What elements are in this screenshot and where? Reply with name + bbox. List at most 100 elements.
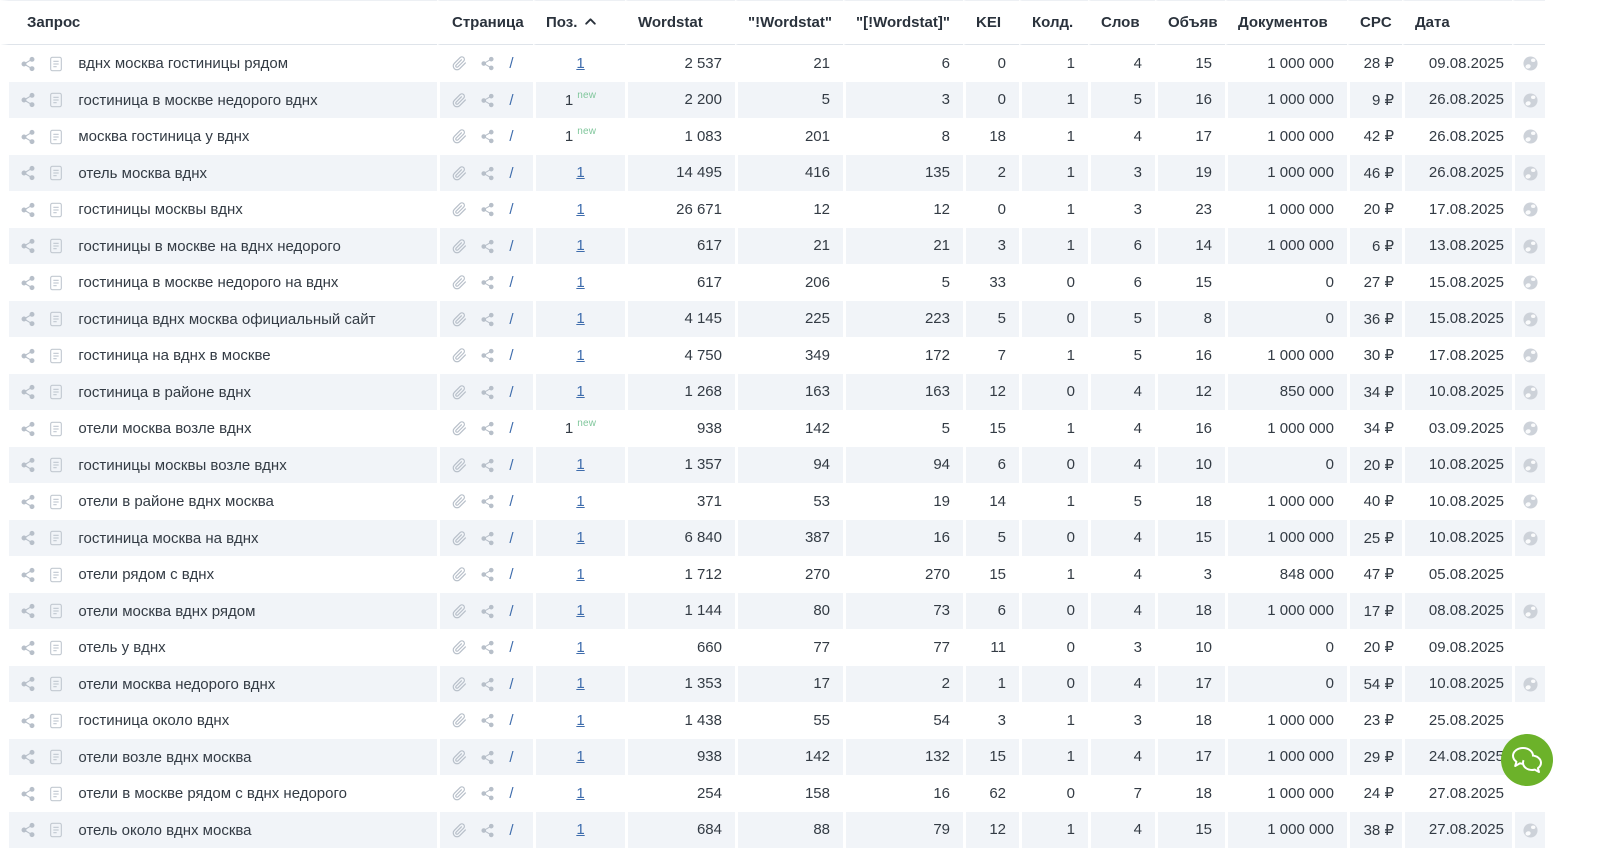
paperclip-icon[interactable] [452,275,467,290]
query-text[interactable]: отель у вднх [78,639,165,656]
paperclip-icon[interactable] [452,604,467,619]
note-icon[interactable] [49,494,63,510]
position-link[interactable]: 1 [576,55,584,72]
share-icon[interactable] [20,92,36,108]
position-link[interactable]: 1 [576,164,584,181]
share-icon[interactable] [20,822,36,838]
page-link[interactable]: / [509,493,513,510]
share-icon[interactable] [480,93,495,108]
share-icon[interactable] [20,311,36,327]
page-link[interactable]: / [509,311,513,328]
page-link[interactable]: / [509,676,513,693]
position-link[interactable]: 1 [576,675,584,692]
page-link[interactable]: / [509,201,513,218]
paperclip-icon[interactable] [452,494,467,509]
column-header[interactable]: Слов [1088,0,1155,45]
share-icon[interactable] [20,603,36,619]
column-header[interactable] [1512,0,1545,45]
page-link[interactable]: / [509,238,513,255]
position-link[interactable]: 1 [576,383,584,400]
paperclip-icon[interactable] [452,385,467,400]
share-icon[interactable] [480,129,495,144]
note-icon[interactable] [49,421,63,437]
query-text[interactable]: гостиница около вднх [78,712,229,729]
note-icon[interactable] [49,676,63,692]
page-link[interactable]: / [509,347,513,364]
paperclip-icon[interactable] [452,202,467,217]
share-icon[interactable] [20,494,36,510]
page-link[interactable]: / [509,639,513,656]
page-link[interactable]: / [509,530,513,547]
note-icon[interactable] [49,530,63,546]
position-link[interactable]: 1 [576,310,584,327]
page-link[interactable]: / [509,128,513,145]
paperclip-icon[interactable] [452,239,467,254]
share-icon[interactable] [20,457,36,473]
note-icon[interactable] [49,165,63,181]
share-icon[interactable] [480,750,495,765]
share-icon[interactable] [480,348,495,363]
position-link[interactable]: 1 [576,639,584,656]
query-text[interactable]: отели москва недорого вднх [78,676,275,693]
share-icon[interactable] [480,786,495,801]
column-header[interactable]: Страница [437,0,533,45]
column-header[interactable]: Поз. [533,0,625,45]
share-icon[interactable] [480,494,495,509]
paperclip-icon[interactable] [452,713,467,728]
note-icon[interactable] [49,640,63,656]
note-icon[interactable] [49,311,63,327]
note-icon[interactable] [49,749,63,765]
position-link[interactable]: 1 [565,128,573,145]
note-icon[interactable] [49,238,63,254]
query-text[interactable]: москва гостиница у вднх [78,128,249,145]
paperclip-icon[interactable] [452,93,467,108]
query-text[interactable]: отель около вднх москва [78,822,251,839]
note-icon[interactable] [49,202,63,218]
share-icon[interactable] [480,531,495,546]
share-icon[interactable] [480,239,495,254]
note-icon[interactable] [49,56,63,72]
paperclip-icon[interactable] [452,129,467,144]
paperclip-icon[interactable] [452,166,467,181]
column-header[interactable]: Запрос [0,0,437,45]
position-link[interactable]: 1 [576,748,584,765]
share-icon[interactable] [480,458,495,473]
paperclip-icon[interactable] [452,348,467,363]
query-text[interactable]: гостиница москва на вднх [78,530,258,547]
share-icon[interactable] [20,530,36,546]
sort-asc-icon[interactable] [584,15,597,28]
note-icon[interactable] [49,822,63,838]
position-link[interactable]: 1 [576,529,584,546]
share-icon[interactable] [480,567,495,582]
paperclip-icon[interactable] [452,312,467,327]
column-header[interactable]: Wordstat [625,0,735,45]
note-icon[interactable] [49,713,63,729]
query-text[interactable]: гостиницы в москве на вднх недорого [78,238,340,255]
query-text[interactable]: гостиница в районе вднх [78,384,251,401]
query-text[interactable]: отель москва вднх [78,165,207,182]
column-header[interactable]: Объяв [1155,0,1225,45]
position-link[interactable]: 1 [576,566,584,583]
page-link[interactable]: / [509,92,513,109]
query-text[interactable]: отели в районе вднх москва [78,493,274,510]
share-icon[interactable] [20,676,36,692]
position-link[interactable]: 1 [576,237,584,254]
share-icon[interactable] [20,384,36,400]
note-icon[interactable] [49,275,63,291]
paperclip-icon[interactable] [452,750,467,765]
paperclip-icon[interactable] [452,640,467,655]
note-icon[interactable] [49,457,63,473]
column-header[interactable]: KEI [963,0,1019,45]
paperclip-icon[interactable] [452,567,467,582]
note-icon[interactable] [49,129,63,145]
share-icon[interactable] [480,166,495,181]
column-header[interactable]: "[!Wordstat]" [843,0,963,45]
page-link[interactable]: / [509,749,513,766]
share-icon[interactable] [480,421,495,436]
share-icon[interactable] [20,567,36,583]
page-link[interactable]: / [509,785,513,802]
note-icon[interactable] [49,384,63,400]
page-link[interactable]: / [509,566,513,583]
share-icon[interactable] [20,786,36,802]
position-link[interactable]: 1 [576,493,584,510]
